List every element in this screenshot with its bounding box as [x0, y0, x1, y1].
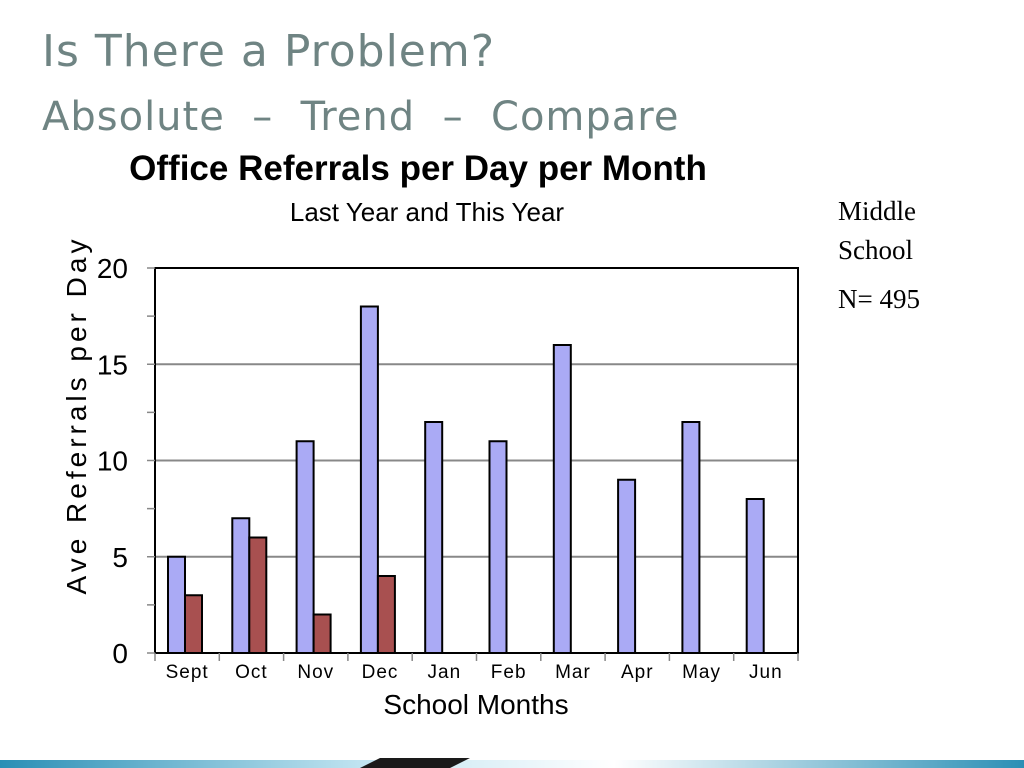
y-tick-label: 10	[97, 446, 128, 477]
side-note: Middle School N= 495	[838, 192, 998, 319]
y-axis-label: Ave Referrals per Day	[61, 236, 92, 595]
slide-subtitle: Absolute – Trend – Compare	[42, 94, 680, 140]
side-note-line-2: School	[838, 235, 914, 265]
bar-series-1	[359, 305, 379, 654]
x-tick-label: Apr	[621, 662, 654, 683]
bar-series-1	[231, 517, 251, 654]
x-tick-label: Feb	[491, 662, 527, 683]
bar-series-1	[617, 478, 637, 654]
referrals-chart: Office Referrals per Day per Month Last …	[61, 149, 799, 720]
x-axis-label: School Months	[383, 689, 568, 720]
bar-series-2	[184, 594, 203, 654]
bar-series-1	[681, 421, 701, 654]
bar-series-1	[424, 421, 444, 654]
x-tick-label: Mar	[555, 662, 591, 683]
x-tick-label: Dec	[362, 662, 399, 683]
x-tick-label: Oct	[235, 662, 268, 683]
chart-subtitle: Last Year and This Year	[290, 197, 565, 227]
sample-size-label: N= 495	[838, 284, 920, 314]
bar-series-1	[167, 555, 186, 654]
x-tick-label: May	[682, 662, 721, 683]
y-tick-label: 20	[97, 253, 128, 284]
x-tick-label: Sept	[166, 662, 209, 683]
x-tick-label: Nov	[297, 662, 334, 683]
y-tick-label: 5	[112, 542, 128, 573]
axis-ticks	[147, 267, 799, 661]
bar-series-1	[295, 440, 315, 654]
y-tick-labels: 0 5 10 15 20	[97, 253, 128, 669]
slide-title: Is There a Problem?	[42, 26, 496, 77]
bar-series-1	[488, 440, 508, 654]
bars	[167, 305, 781, 654]
bar-series-1	[552, 344, 572, 654]
gridlines	[155, 363, 798, 558]
y-tick-label: 15	[97, 349, 128, 380]
bar-series-2	[312, 613, 332, 654]
bar-series-2	[248, 536, 268, 654]
x-tick-label: Jun	[749, 662, 783, 683]
bar-series-2	[376, 575, 396, 654]
x-tick-label: Jan	[428, 662, 462, 683]
chart-title: Office Referrals per Day per Month	[129, 149, 707, 188]
y-tick-label: 0	[112, 638, 128, 669]
bar-series-1	[745, 498, 765, 654]
side-note-line-1: Middle	[838, 196, 916, 226]
x-tick-labels: Sept Oct Nov Dec Jan Feb Mar Apr May Jun	[166, 662, 783, 683]
slide-bottom-bar	[0, 758, 1024, 768]
